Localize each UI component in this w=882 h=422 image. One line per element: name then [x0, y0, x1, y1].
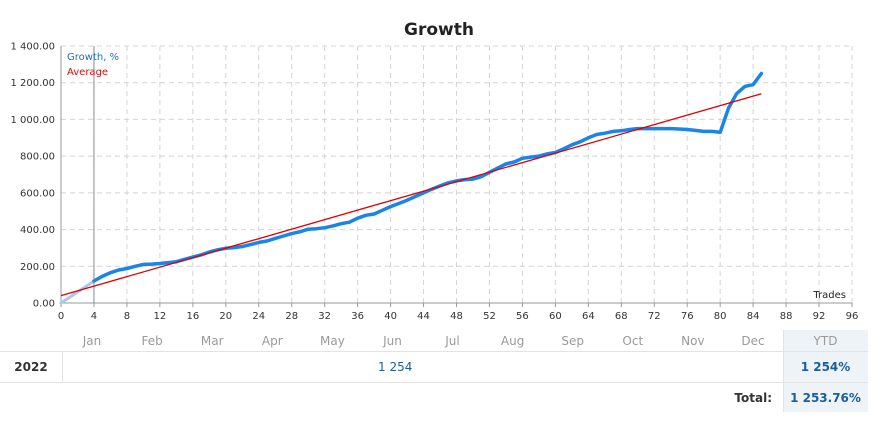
- month-header-aug: Aug: [500, 334, 525, 348]
- year-row: 2022 1 254 1 254%: [0, 360, 868, 380]
- y-tick-label: 0.00: [33, 299, 55, 310]
- x-tick-label: 4: [91, 311, 97, 322]
- month-header-nov: Nov: [681, 334, 705, 348]
- month-header-may: May: [319, 334, 345, 348]
- x-tick-label: 88: [780, 311, 793, 322]
- y-tick-label: 200.00: [20, 262, 55, 273]
- x-tick-label: 12: [154, 311, 167, 322]
- average-line: [60, 93, 762, 297]
- total-row: Total: 1 253.76%: [0, 391, 868, 411]
- legend-growth: Growth, %: [67, 52, 119, 63]
- x-tick-label: 68: [615, 311, 628, 322]
- month-header-mar: Mar: [200, 334, 224, 348]
- month-header-jan: Jan: [82, 334, 102, 348]
- legend-average: Average: [67, 67, 108, 78]
- x-tick-label: 40: [384, 311, 397, 322]
- y-tick-label: 800.00: [20, 152, 55, 163]
- x-tick-label: 96: [846, 311, 859, 322]
- x-tick-label: 0: [58, 311, 64, 322]
- ytd-value: 1 254%: [800, 360, 851, 374]
- x-tick-label: 36: [351, 311, 364, 322]
- x-axis-label: Trades: [812, 290, 846, 301]
- month-header-jul: Jul: [445, 334, 460, 348]
- total-value: 1 253.76%: [790, 391, 861, 405]
- y-tick-label: 1 200.00: [10, 78, 55, 89]
- x-tick-label: 32: [318, 311, 331, 322]
- month-header-feb: Feb: [141, 334, 163, 348]
- x-tick-label: 20: [219, 311, 232, 322]
- grid: [61, 45, 853, 303]
- x-tick-label: 72: [648, 311, 661, 322]
- series-lines: [59, 71, 764, 305]
- divider: [62, 351, 63, 382]
- y-tick-label: 1 400.00: [10, 42, 55, 53]
- chart-title: Growth: [404, 20, 474, 40]
- x-tick-label: 56: [516, 311, 529, 322]
- x-tick-label: 48: [450, 311, 463, 322]
- y-tick-label: 400.00: [20, 225, 55, 236]
- x-tick-label: 16: [186, 311, 199, 322]
- x-tick-label: 44: [417, 311, 430, 322]
- months-header-row: YTD Jan Feb Mar Apr May Jun Jul Aug Sep Oct Nov Dec: [0, 334, 868, 354]
- growth-line: [92, 71, 764, 283]
- x-tick-label: 92: [813, 311, 826, 322]
- y-tick-labels: 0.00 200.00 400.00 600.00 800.00 1 000.00 1 20…: [10, 42, 55, 310]
- month-header-sep: Sep: [561, 334, 584, 348]
- x-tick-label: 8: [124, 311, 130, 322]
- ytd-column-bg: [783, 330, 868, 412]
- x-tick-label: 76: [681, 311, 694, 322]
- x-tick-label: 64: [582, 311, 595, 322]
- divider: [0, 351, 868, 352]
- legend: Growth, % Average: [67, 52, 119, 78]
- x-tick-label: 28: [285, 311, 298, 322]
- divider: [0, 382, 868, 383]
- x-tick-label: 52: [483, 311, 496, 322]
- total-label: Total:: [734, 391, 772, 405]
- x-tick-label: 80: [714, 311, 727, 322]
- x-tick-label: 84: [747, 311, 760, 322]
- month-header-jun: Jun: [383, 334, 402, 348]
- month-header-dec: Dec: [741, 334, 765, 348]
- y-tick-label: 1 000.00: [10, 115, 55, 126]
- month-header-apr: Apr: [261, 334, 283, 348]
- y-tick-label: 600.00: [20, 188, 55, 199]
- x-tick-label: 60: [549, 311, 562, 322]
- ytd-header: YTD: [813, 334, 838, 348]
- month-header-oct: Oct: [622, 334, 644, 348]
- growth-line-initial: [59, 279, 96, 305]
- year-label: 2022: [14, 360, 48, 374]
- year-value: 1 254: [378, 360, 413, 374]
- growth-chart: Growth 0.00 200.00 400.00 600.00 800.00 1 000…: [10, 20, 859, 322]
- x-tick-label: 24: [252, 311, 265, 322]
- x-tick-labels: 0 4 8 12 16 20 24 28 32 36 40 44 48 52 56 60 64 68 72 76 80 8…: [58, 303, 859, 322]
- divider: [783, 330, 784, 412]
